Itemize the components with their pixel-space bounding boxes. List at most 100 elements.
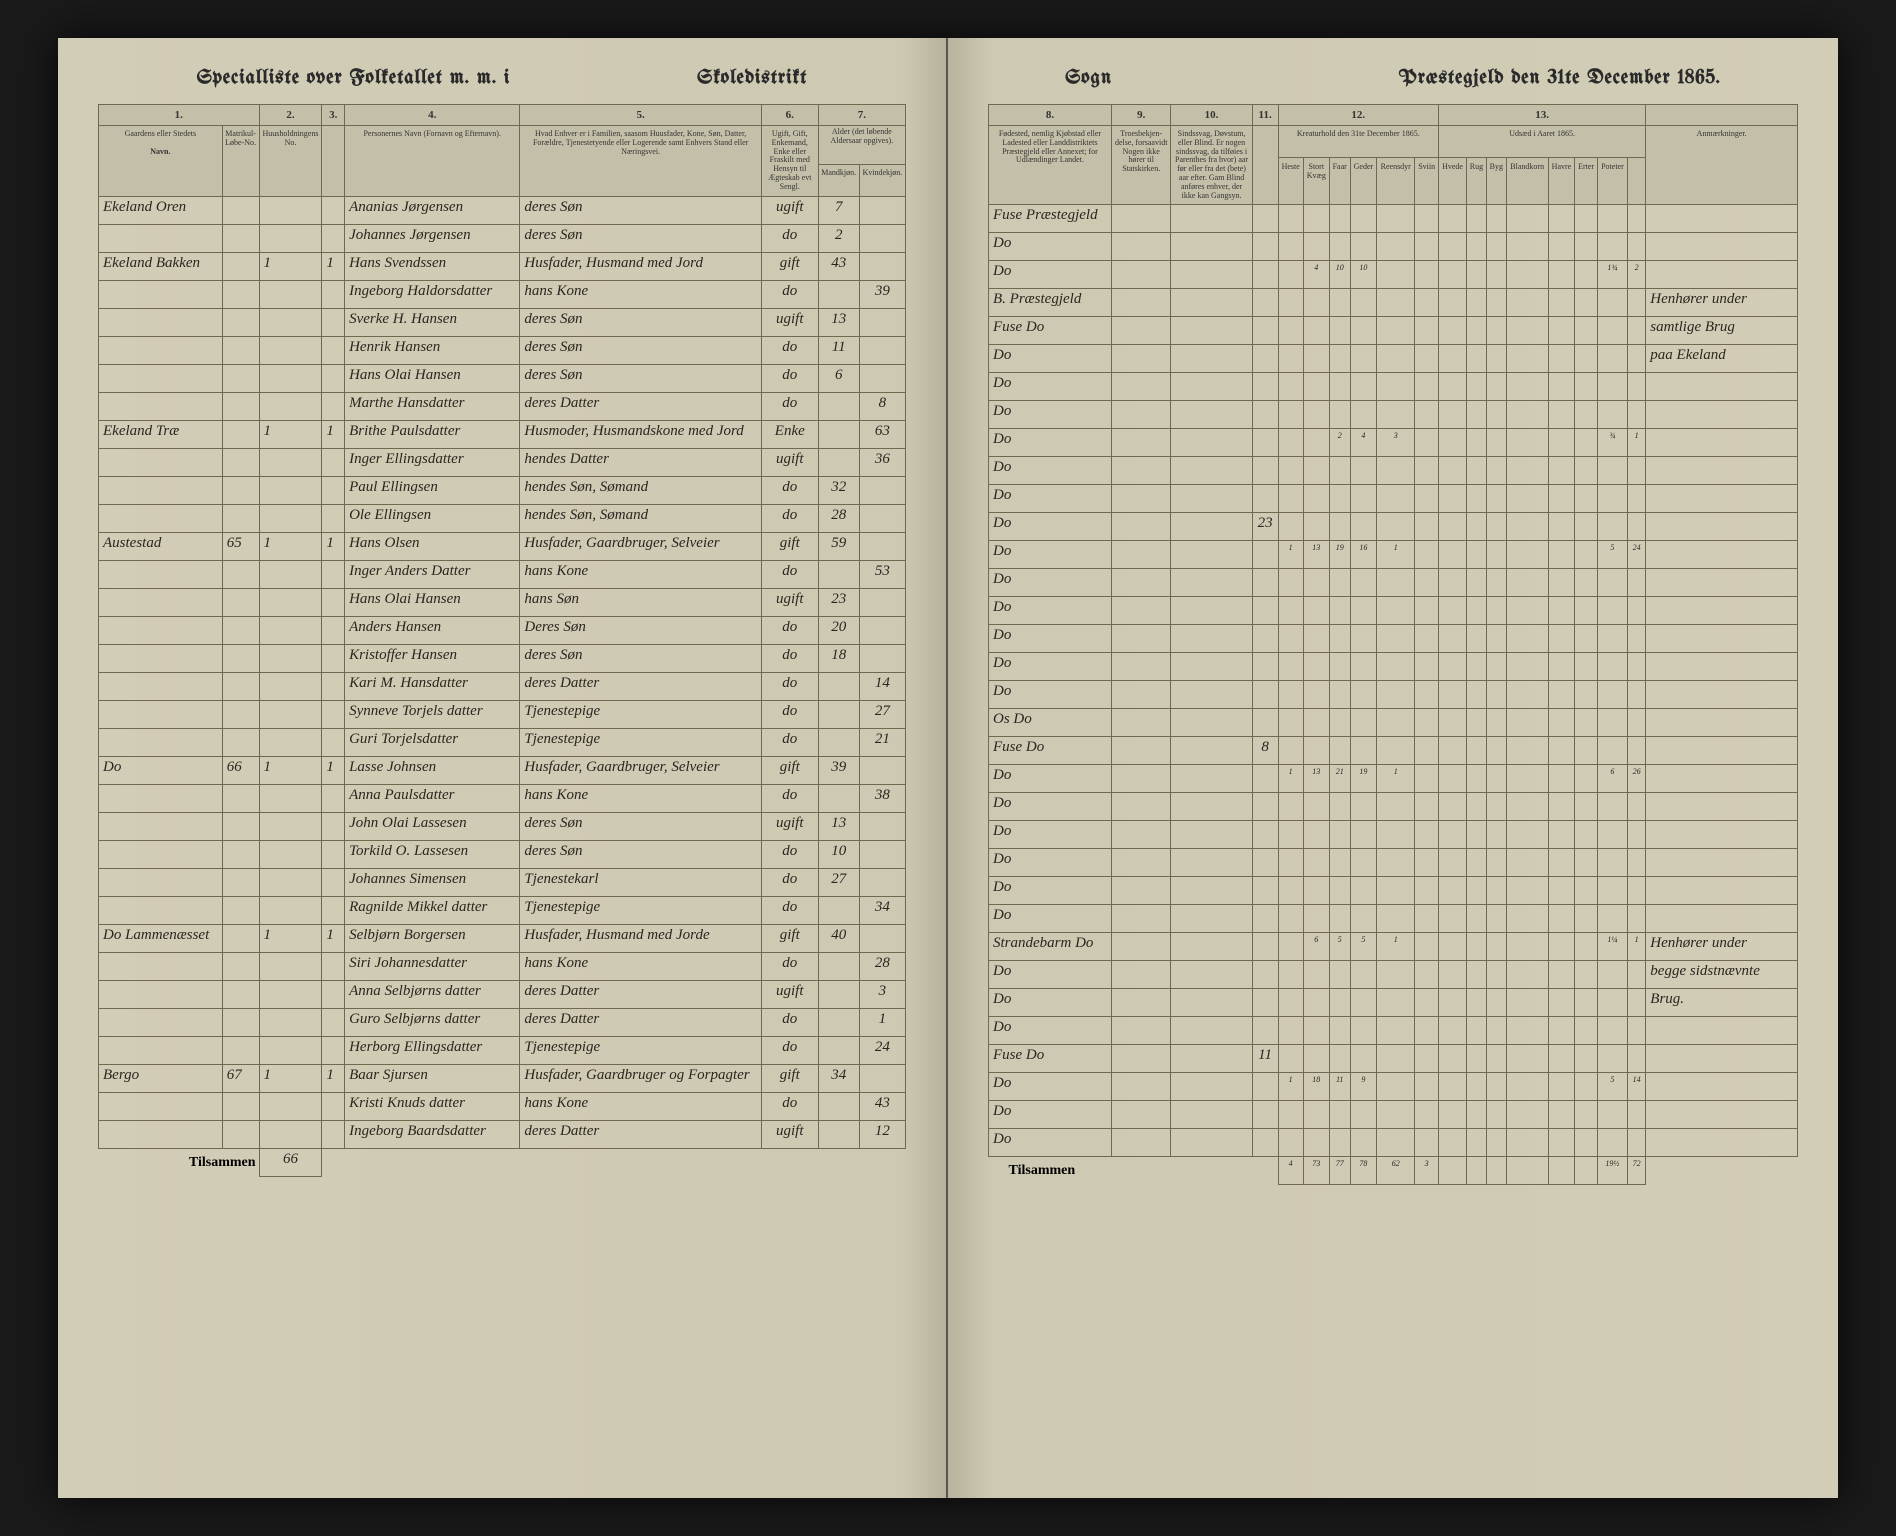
cell-num [1377, 793, 1415, 821]
col-m: Mandkjøn. [818, 165, 859, 196]
cell-num [1506, 653, 1548, 681]
cell-num: 13 [1303, 765, 1329, 793]
cell-k: 12 [859, 1120, 905, 1148]
table-row: Fuse Præstegjeld [989, 205, 1798, 233]
cell-place [99, 504, 223, 532]
cell-m [818, 448, 859, 476]
cell-num [1506, 849, 1548, 877]
cell-m: 40 [818, 924, 859, 952]
cell-name: Ole Ellingsen [345, 504, 520, 532]
cell-fam [322, 700, 345, 728]
cell-c11 [1252, 765, 1278, 793]
cell-num [1575, 289, 1598, 317]
cell-num [1329, 961, 1350, 989]
cell-sinds [1171, 1101, 1252, 1129]
cell-fam: 1 [322, 420, 345, 448]
cell-num [1377, 1045, 1415, 1073]
cell-num [1627, 569, 1645, 597]
cell-h [259, 448, 322, 476]
cell-num [1415, 765, 1439, 793]
left-page: Specialliste over Folketallet m. m. i Sk… [58, 38, 948, 1498]
cell-place [99, 448, 223, 476]
cell-fam: 1 [322, 1064, 345, 1092]
col-troes: Troesbekjen-delse, forsaavidt Nogen ikke… [1111, 126, 1171, 205]
cell-h [259, 840, 322, 868]
cell-troes [1111, 233, 1171, 261]
cell-mnr [222, 504, 259, 532]
cell-num [1350, 793, 1377, 821]
cell-num [1627, 709, 1645, 737]
cell-rel: deres Søn [520, 644, 762, 672]
cell-remark [1646, 709, 1798, 737]
cell-place [99, 336, 223, 364]
cell-remark [1646, 765, 1798, 793]
cell-troes [1111, 933, 1171, 961]
cell-num [1548, 541, 1575, 569]
col-rel: Hvad Enhver er i Familien, saasom Huusfa… [520, 126, 762, 197]
cell-num [1303, 1017, 1329, 1045]
cell-stat: do [761, 840, 818, 868]
cell-num [1350, 961, 1377, 989]
cell-num: 1 [1627, 933, 1645, 961]
cell-num [1350, 205, 1377, 233]
cell-num [1377, 233, 1415, 261]
cell-m: 6 [818, 364, 859, 392]
cell-num [1627, 457, 1645, 485]
cell-c11: 11 [1252, 1045, 1278, 1073]
table-row: Kristi Knuds datterhans Konedo43 [99, 1092, 906, 1120]
cell-num [1575, 205, 1598, 233]
cell-num [1329, 653, 1350, 681]
cell-remark: Brug. [1646, 989, 1798, 1017]
table-row: John Olai Lassesenderes Sønugift13 [99, 812, 906, 840]
cell-fam [322, 840, 345, 868]
table-row: Do [989, 905, 1798, 933]
cell-place [99, 840, 223, 868]
cell-num [1350, 485, 1377, 513]
cell-num [1278, 961, 1303, 989]
cell-rel: Tjenestekarl [520, 868, 762, 896]
cell-num [1575, 989, 1598, 1017]
cell-num [1439, 401, 1467, 429]
cell-num [1415, 401, 1439, 429]
cell-num [1303, 905, 1329, 933]
cell-num [1415, 877, 1439, 905]
cell-stat: do [761, 784, 818, 812]
cell-num: 5 [1329, 933, 1350, 961]
cell-remark [1646, 849, 1798, 877]
cell-num [1627, 373, 1645, 401]
cell-k [859, 532, 905, 560]
cell-num [1627, 485, 1645, 513]
cell-k [859, 924, 905, 952]
cell-place [99, 616, 223, 644]
cell-num [1377, 345, 1415, 373]
cell-num [1627, 205, 1645, 233]
cell-num [1278, 205, 1303, 233]
cell-h [259, 336, 322, 364]
cell-num [1439, 429, 1467, 457]
cell-num [1377, 289, 1415, 317]
cell-num [1548, 653, 1575, 681]
cell-rel: deres Datter [520, 1008, 762, 1036]
cell-num: 10 [1329, 261, 1350, 289]
left-page-header: Specialliste over Folketallet m. m. i Sk… [98, 68, 906, 89]
col-k: Kvindekjøn. [859, 165, 905, 196]
cell-num: 1 [1377, 933, 1415, 961]
cell-num [1467, 569, 1487, 597]
col-13-head: Udsæd i Aaret 1865. [1439, 126, 1646, 158]
cell-num [1415, 1101, 1439, 1129]
cell-rel: hans Kone [520, 280, 762, 308]
cell-place [99, 476, 223, 504]
cell-birth: Do [989, 653, 1112, 681]
cell-h [259, 476, 322, 504]
cell-num [1467, 765, 1487, 793]
table-row: Hans Olai Hansenhans Sønugift23 [99, 588, 906, 616]
cell-num [1506, 513, 1548, 541]
cell-remark [1646, 429, 1798, 457]
cell-num [1575, 653, 1598, 681]
cell-mnr [222, 280, 259, 308]
cell-num [1627, 681, 1645, 709]
cell-stat: do [761, 1092, 818, 1120]
cell-num [1278, 737, 1303, 765]
cell-place: Ekeland Bakken [99, 252, 223, 280]
cell-num [1439, 1045, 1467, 1073]
